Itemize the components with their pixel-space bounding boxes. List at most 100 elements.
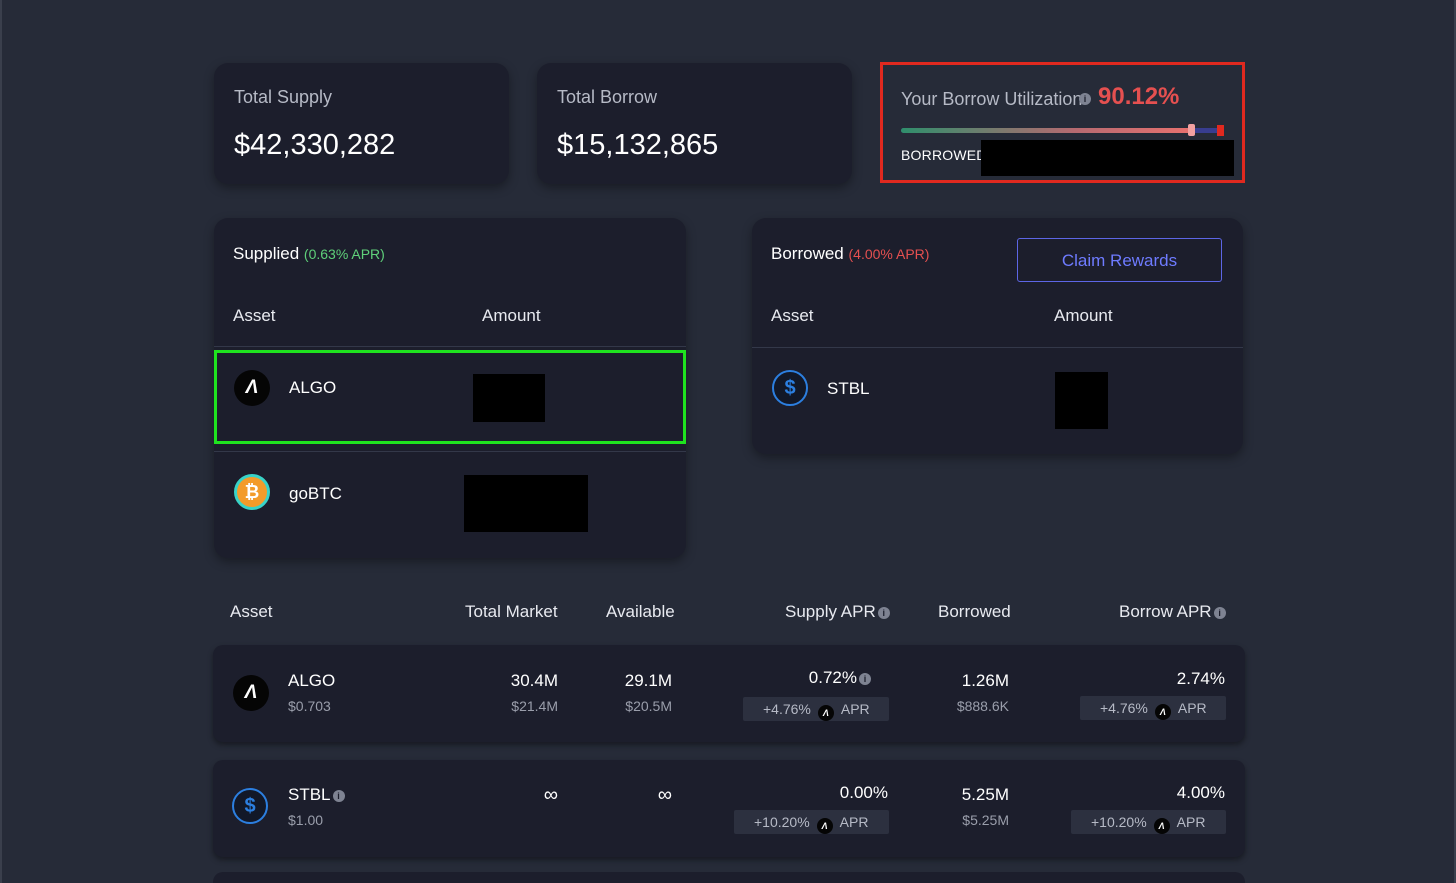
available-usd: $20.5M [625, 698, 672, 714]
borrowed-value: 5.25M [961, 785, 1009, 804]
apr-suffix: APR [1176, 814, 1206, 830]
borrowed-col-amount: Amount [1054, 306, 1113, 325]
asset-name: goBTC [289, 484, 342, 503]
supply-rewards-chip: +4.76% Λ APR [743, 697, 889, 721]
borrow-utilization-card: Your Borrow Utilization i 90.12% BORROWE… [880, 62, 1245, 183]
total-market-usd: $21.4M [511, 698, 558, 714]
apr-suffix: APR [840, 701, 870, 717]
utilization-bar [901, 128, 1223, 133]
supply-apr-header-text: Supply APR [785, 602, 876, 621]
supplied-col-amount: Amount [482, 306, 541, 325]
info-icon[interactable]: i [1213, 607, 1226, 619]
market-header-supply-apr: Supply APR i [785, 602, 890, 622]
total-market-value: ∞ [543, 784, 558, 806]
borrowed-col-asset: Asset [771, 306, 814, 325]
asset-name: ALGO [288, 671, 336, 690]
utilization-marker [1188, 124, 1196, 136]
apr-suffix: APR [839, 814, 869, 830]
redacted-amount [473, 374, 545, 422]
borrowed-label: BORROWED: [901, 147, 991, 163]
borrowed-apr: (4.00% APR) [848, 246, 930, 262]
market-row-algo[interactable]: Λ ALGO $0.703 30.4M $21.4M 29.1M $20.5M … [213, 645, 1245, 742]
market-header-available: Available [606, 602, 675, 621]
asset-price: $0.703 [288, 698, 331, 714]
stbl-icon: $ [772, 370, 808, 406]
borrow-rewards-chip: +10.20% Λ APR [1071, 810, 1226, 834]
total-supply-card: Total Supply $42,330,282 [214, 63, 509, 184]
borrowed-panel: Borrowed (4.00% APR) Claim Rewards Asset… [752, 218, 1243, 454]
total-borrow-label: Total Borrow [557, 87, 658, 107]
supplied-apr: (0.63% APR) [303, 246, 385, 262]
utilization-bar-fill [901, 128, 1192, 133]
asset-name: STBL [288, 785, 331, 804]
supply-rewards-chip: +10.20% Λ APR [734, 810, 889, 834]
available-value: ∞ [657, 784, 672, 806]
supplied-row-gobtc[interactable]: ₿ goBTC [214, 456, 686, 551]
available-value: 29.1M [624, 671, 672, 690]
total-supply-label: Total Supply [234, 87, 333, 107]
stbl-icon: $ [232, 788, 268, 824]
redacted-amount [1055, 372, 1108, 429]
algo-icon: Λ [1153, 818, 1170, 834]
borrowed-value: 1.26M [961, 671, 1009, 690]
info-icon[interactable]: i [332, 790, 345, 802]
algo-icon: Λ [234, 370, 270, 406]
redacted-amount [464, 475, 588, 532]
divider [752, 347, 1243, 348]
info-icon[interactable]: i [1079, 93, 1091, 105]
window-border-right [1454, 0, 1456, 883]
supplied-panel: Supplied (0.63% APR) Asset Amount Λ ALGO… [214, 218, 686, 558]
supply-apr-text: 0.72% [808, 668, 857, 687]
market-row-stbl[interactable]: $ STBL i $1.00 ∞ ∞ 0.00% +10.20% Λ APR 5.25… [213, 760, 1245, 857]
info-icon[interactable]: i [859, 673, 871, 685]
window-border-left [0, 0, 2, 883]
borrow-apr-value: 4.00% [1176, 783, 1225, 802]
apr-suffix: APR [1177, 700, 1207, 716]
asset-name: ALGO [289, 378, 337, 397]
supplied-col-asset: Asset [233, 306, 276, 325]
borrow-apr-value: 2.74% [1176, 669, 1225, 688]
supplied-row-algo[interactable]: Λ ALGO [214, 350, 686, 445]
supply-bonus-apr: +10.20% [754, 814, 810, 830]
info-icon[interactable]: i [877, 607, 890, 619]
borrow-utilization-label: Your Borrow Utilization [901, 89, 1083, 109]
market-header-total-market: Total Market [465, 602, 558, 621]
supply-bonus-apr: +4.76% [763, 701, 811, 717]
algo-icon: Λ [816, 818, 833, 834]
asset-price: $1.00 [288, 812, 324, 828]
borrowed-usd: $888.6K [956, 698, 1009, 714]
borrowed-usd: $5.25M [962, 812, 1009, 828]
algo-icon: Λ [233, 675, 269, 711]
market-header-asset: Asset [230, 602, 273, 621]
borrow-utilization-value: 90.12% [1098, 83, 1180, 110]
total-borrow-value: $15,132,865 [557, 129, 719, 161]
borrowed-title-text: Borrowed [771, 244, 844, 263]
bitcoin-icon: ₿ [234, 474, 270, 510]
supplied-title: Supplied (0.63% APR) [233, 244, 385, 264]
market-header-borrow-apr: Borrow APR i [1119, 602, 1226, 622]
borrow-bonus-apr: +4.76% [1100, 700, 1148, 716]
claim-rewards-button[interactable]: Claim Rewards [1017, 238, 1222, 282]
utilization-limit-marker [1217, 125, 1224, 136]
asset-name: STBL [827, 379, 870, 398]
borrowed-title: Borrowed (4.00% APR) [771, 244, 929, 264]
total-supply-value: $42,330,282 [234, 129, 396, 161]
algo-icon: Λ [817, 705, 834, 721]
borrow-apr-header-text: Borrow APR [1119, 602, 1212, 621]
divider [214, 346, 686, 347]
market-header-borrowed: Borrowed [938, 602, 1011, 621]
total-borrow-card: Total Borrow $15,132,865 [537, 63, 852, 184]
supplied-title-text: Supplied [233, 244, 300, 263]
algo-row-highlight [214, 350, 686, 444]
asset-name-group: STBL i [288, 785, 345, 805]
divider [214, 451, 686, 452]
redacted-borrowed-value [981, 140, 1234, 176]
borrowed-row-stbl[interactable]: $ STBL [752, 350, 1243, 445]
algo-icon: Λ [1154, 704, 1171, 720]
supply-apr-value: 0.00% [839, 783, 888, 802]
borrow-bonus-apr: +10.20% [1091, 814, 1147, 830]
total-market-value: 30.4M [510, 671, 558, 690]
supply-apr-value: 0.72% i [809, 668, 871, 688]
borrow-rewards-chip: +4.76% Λ APR [1080, 696, 1226, 720]
market-row-next[interactable] [213, 872, 1245, 883]
